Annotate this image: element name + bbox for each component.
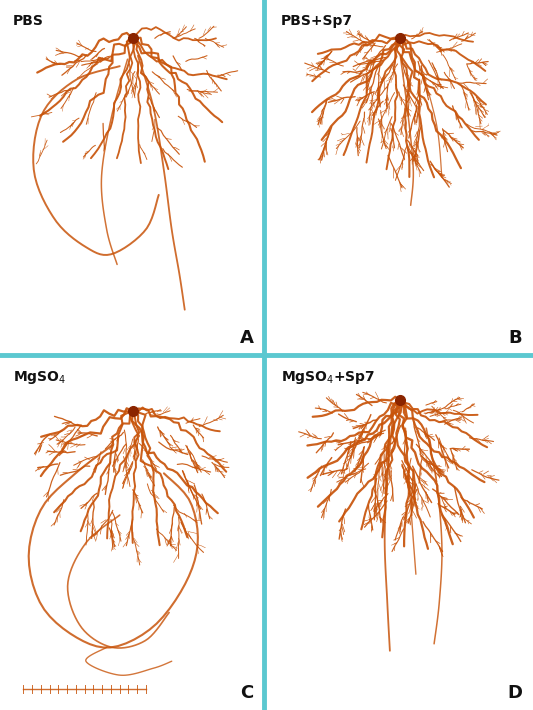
Text: A: A bbox=[240, 329, 254, 346]
Text: C: C bbox=[240, 684, 254, 701]
Text: B: B bbox=[508, 329, 522, 346]
Text: MgSO$_4$: MgSO$_4$ bbox=[13, 369, 66, 386]
Text: MgSO$_4$+Sp7: MgSO$_4$+Sp7 bbox=[281, 369, 375, 386]
Text: PBS: PBS bbox=[13, 14, 44, 28]
Text: PBS+Sp7: PBS+Sp7 bbox=[281, 14, 353, 28]
Text: D: D bbox=[507, 684, 522, 701]
